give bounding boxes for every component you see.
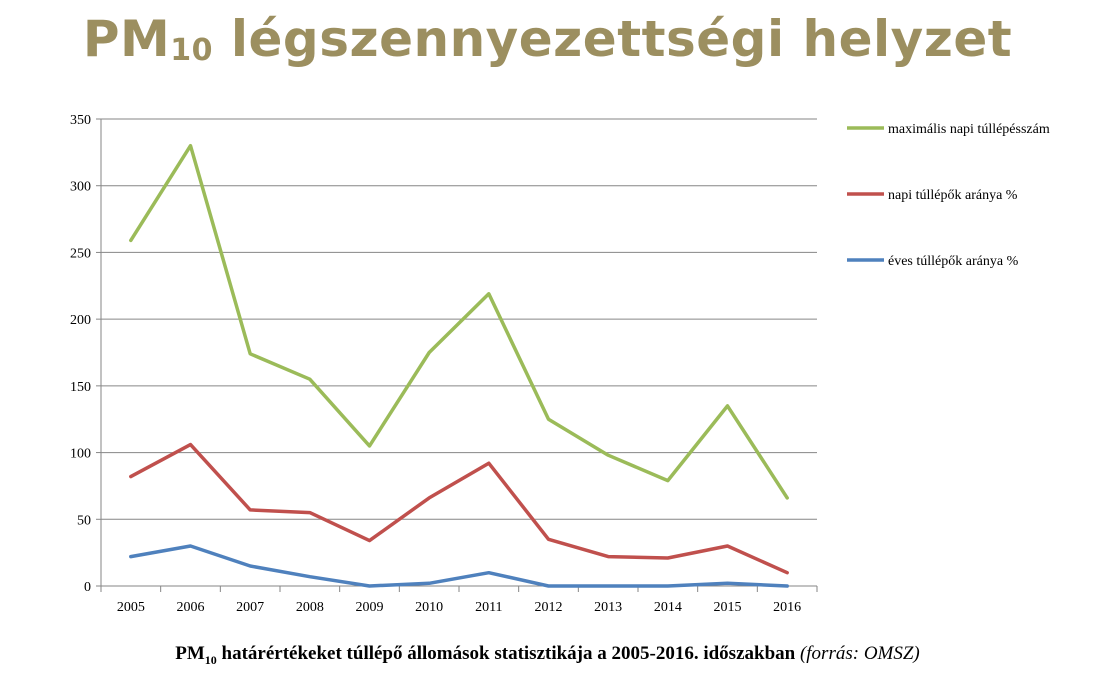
- legend-label: napi túllépők aránya %: [888, 188, 1018, 203]
- x-tick-label: 2010: [415, 600, 443, 615]
- x-tick-label: 2007: [236, 600, 264, 615]
- x-tick-label: 2013: [594, 600, 622, 615]
- caption-subscript: 10: [204, 652, 217, 667]
- caption-source: (forrás: OMSZ): [799, 643, 920, 664]
- y-tick-label: 50: [77, 513, 91, 528]
- x-tick-label: 2016: [773, 600, 801, 615]
- y-tick-labels: 0 50 100 150 200 250 300 350: [70, 113, 91, 595]
- series-lines: [129, 143, 789, 588]
- y-tick-label: 300: [70, 180, 91, 195]
- title-subscript: 10: [170, 33, 213, 68]
- x-tick-label: 2005: [117, 600, 145, 615]
- x-tick-label: 2011: [475, 600, 502, 615]
- x-tick-label: 2008: [296, 600, 324, 615]
- caption-main: PM: [175, 643, 205, 664]
- y-tick-label: 0: [84, 580, 91, 595]
- y-tick-label: 200: [70, 313, 91, 328]
- x-tick-labels: 2005 2006 2007 2008 2009 2010 2011 2012 2013 2014…: [117, 600, 801, 615]
- slide-title: PM10 légszennyezettségi helyzet: [0, 10, 1095, 68]
- x-tick-label: 2015: [714, 600, 742, 615]
- legend-label: maximális napi túllépésszám: [888, 122, 1050, 137]
- series-line-3: [129, 544, 789, 588]
- legend: maximális napi túllépésszám napi túllépők…: [847, 122, 1050, 269]
- y-tick-label: 350: [70, 113, 91, 128]
- figure-caption: PM10 határértékeket túllépő állomások st…: [0, 643, 1095, 668]
- series-line-2: [129, 442, 789, 575]
- y-tick-label: 150: [70, 380, 91, 395]
- y-tick-label: 100: [70, 447, 91, 462]
- title-main: PM: [82, 10, 171, 68]
- x-tick-label: 2006: [177, 600, 205, 615]
- x-tick-label: 2012: [535, 600, 563, 615]
- title-rest: légszennyezettségi helyzet: [212, 10, 1013, 68]
- legend-label: éves túllépők aránya %: [888, 254, 1019, 269]
- x-tick-label: 2014: [654, 600, 682, 615]
- gridlines: [101, 118, 817, 520]
- x-tick-label: 2009: [356, 600, 384, 615]
- series-line-1: [129, 143, 789, 500]
- caption-rest: határértékeket túllépő állomások statisz…: [216, 643, 800, 664]
- y-tick-label: 250: [70, 246, 91, 261]
